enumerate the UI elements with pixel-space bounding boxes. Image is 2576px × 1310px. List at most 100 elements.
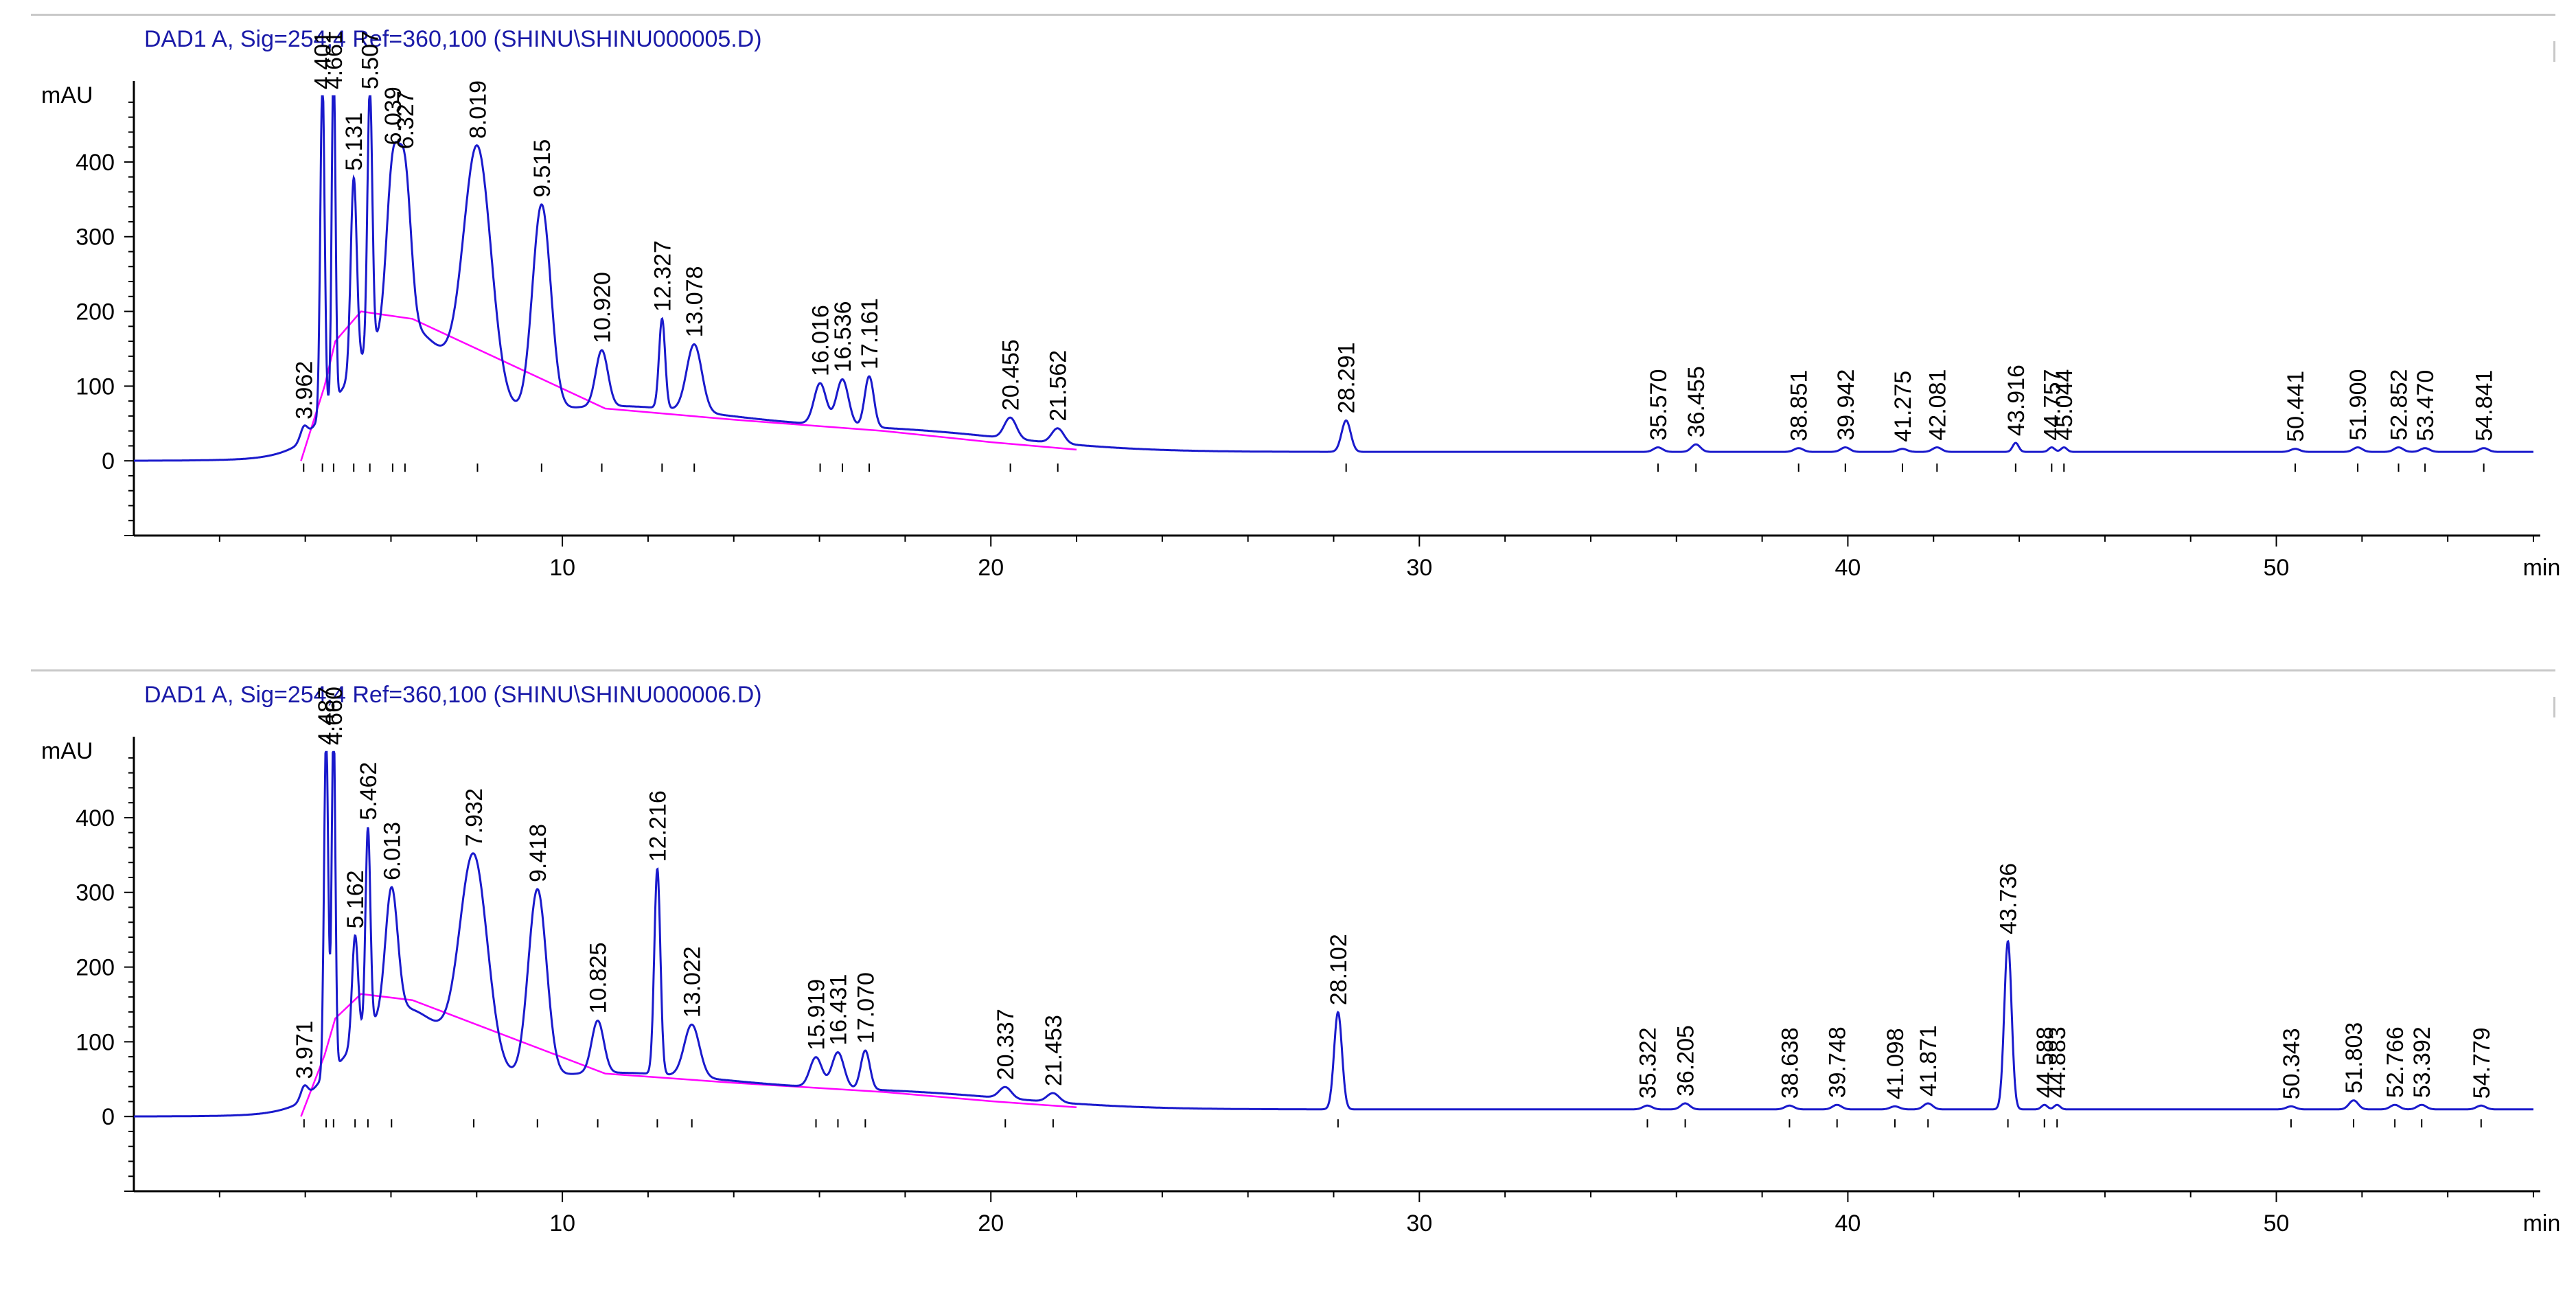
peak-label: 4.660 xyxy=(321,687,347,745)
peak-label: 39.748 xyxy=(1825,1026,1851,1098)
peak-label: 38.638 xyxy=(1777,1027,1803,1099)
y-tick-label: 300 xyxy=(76,225,115,251)
peak-label: 36.455 xyxy=(1683,366,1710,437)
chart-title: DAD1 A, Sig=254,4 Ref=360,100 (SHINU\SHI… xyxy=(144,682,762,708)
peak-label: 35.570 xyxy=(1646,369,1672,441)
x-axis-label: min xyxy=(2523,1210,2561,1237)
y-tick-label: 0 xyxy=(102,1104,115,1130)
peak-label: 54.779 xyxy=(2469,1027,2495,1099)
peak-label: 38.851 xyxy=(1786,370,1813,441)
peak-label: 10.825 xyxy=(586,943,612,1014)
peak-label: 43.916 xyxy=(2003,365,2029,436)
peak-label: 5.131 xyxy=(341,113,367,171)
y-axis-label: mAU xyxy=(41,82,93,108)
panel-title-bar xyxy=(31,669,2555,726)
peak-label: 17.161 xyxy=(857,298,883,369)
peak-label: 4.661 xyxy=(321,31,347,89)
peak-label: 5.462 xyxy=(356,762,382,820)
peak-label: 16.536 xyxy=(830,301,856,372)
peak-label: 28.291 xyxy=(1334,342,1360,413)
peak-label: 3.971 xyxy=(292,1020,318,1079)
peak-label: 36.205 xyxy=(1673,1025,1699,1096)
peak-label: 4.487 xyxy=(314,687,340,745)
peak-label: 42.081 xyxy=(1924,369,1951,441)
peak-label: 20.455 xyxy=(998,339,1024,411)
peak-label: 53.470 xyxy=(2413,370,2439,441)
chromatogram-panel-2: DAD1 A, Sig=254,4 Ref=360,100 (SHINU\SHI… xyxy=(0,669,2576,1301)
peak-label: 16.016 xyxy=(808,305,834,376)
chromatogram-trace xyxy=(134,95,2533,462)
x-tick-label: 50 xyxy=(2264,555,2290,581)
chromatogram-trace xyxy=(134,750,2533,1118)
x-tick-label: 30 xyxy=(1406,1210,1432,1237)
x-tick-label: 20 xyxy=(978,1210,1004,1237)
peak-label: 50.343 xyxy=(2279,1028,2305,1099)
peak-label: 3.962 xyxy=(291,361,317,420)
x-tick-label: 10 xyxy=(549,1210,575,1237)
y-tick-label: 300 xyxy=(76,880,115,906)
peak-label: 5.507 xyxy=(358,31,384,89)
peak-label: 41.098 xyxy=(1883,1028,1909,1099)
peak-label: 9.515 xyxy=(529,139,555,198)
peak-label: 9.418 xyxy=(525,824,551,882)
peak-label: 20.337 xyxy=(993,1009,1019,1080)
x-tick-label: 50 xyxy=(2264,1210,2290,1237)
x-tick-label: 40 xyxy=(1835,555,1861,581)
peak-label: 13.022 xyxy=(680,946,706,1018)
y-tick-label: 200 xyxy=(76,299,115,325)
peak-label: 50.441 xyxy=(2283,371,2309,442)
peak-label: 15.919 xyxy=(804,979,830,1050)
peak-label: 7.932 xyxy=(461,788,487,847)
x-tick-label: 30 xyxy=(1406,555,1432,581)
peak-label: 39.942 xyxy=(1833,369,1859,441)
peak-label: 44.883 xyxy=(2045,1026,2071,1098)
y-tick-label: 400 xyxy=(76,150,115,176)
chart-title: DAD1 A, Sig=254,4 Ref=360,100 (SHINU\SHI… xyxy=(144,26,762,52)
peak-label: 12.216 xyxy=(645,790,671,862)
peak-label: 44.588 xyxy=(2032,1026,2058,1098)
peak-label: 5.162 xyxy=(343,870,369,928)
peak-label: 10.920 xyxy=(590,272,616,343)
x-tick-label: 20 xyxy=(978,555,1004,581)
peak-label: 43.736 xyxy=(1996,863,2022,934)
peak-label: 54.841 xyxy=(2472,370,2498,441)
peak-label: 13.078 xyxy=(682,266,708,337)
y-tick-label: 200 xyxy=(76,955,115,981)
chromatogram-panel-1: DAD1 A, Sig=254,4 Ref=360,100 (SHINU\SHI… xyxy=(0,14,2576,645)
panel-title-bar xyxy=(31,14,2555,71)
x-tick-label: 10 xyxy=(549,555,575,581)
peak-label: 28.102 xyxy=(1326,934,1352,1005)
peak-label: 6.039 xyxy=(380,87,406,145)
peak-label: 35.322 xyxy=(1635,1027,1661,1099)
peak-label: 6.327 xyxy=(393,91,419,149)
y-tick-label: 400 xyxy=(76,805,115,831)
x-axis-label: min xyxy=(2523,555,2561,581)
peak-label: 51.900 xyxy=(2345,369,2371,441)
peak-label: 51.803 xyxy=(2341,1022,2367,1094)
integration-baseline xyxy=(300,993,1077,1117)
peak-label: 8.019 xyxy=(465,80,491,139)
peak-label: 52.852 xyxy=(2387,369,2413,441)
peak-label: 44.757 xyxy=(2039,369,2065,441)
peak-label: 41.275 xyxy=(1890,371,1916,442)
y-tick-label: 100 xyxy=(76,374,115,400)
peak-label: 21.562 xyxy=(1046,350,1072,422)
y-tick-label: 0 xyxy=(102,448,115,474)
y-axis-label: mAU xyxy=(41,738,93,764)
peak-label: 53.392 xyxy=(2409,1026,2435,1098)
peak-label: 6.013 xyxy=(379,822,405,880)
panel-title-bar-end xyxy=(2553,697,2555,717)
peak-label: 17.070 xyxy=(853,972,879,1044)
peak-label: 16.431 xyxy=(825,974,851,1046)
x-tick-label: 40 xyxy=(1835,1210,1861,1237)
peak-label: 45.044 xyxy=(2051,369,2078,441)
peak-label: 4.401 xyxy=(310,31,336,89)
peak-label: 12.327 xyxy=(649,240,676,312)
y-tick-label: 100 xyxy=(76,1029,115,1055)
peak-label: 21.453 xyxy=(1041,1015,1067,1086)
peak-label: 52.766 xyxy=(2382,1026,2408,1098)
peak-label: 41.871 xyxy=(1916,1025,1942,1096)
panel-title-bar-end xyxy=(2553,41,2555,62)
